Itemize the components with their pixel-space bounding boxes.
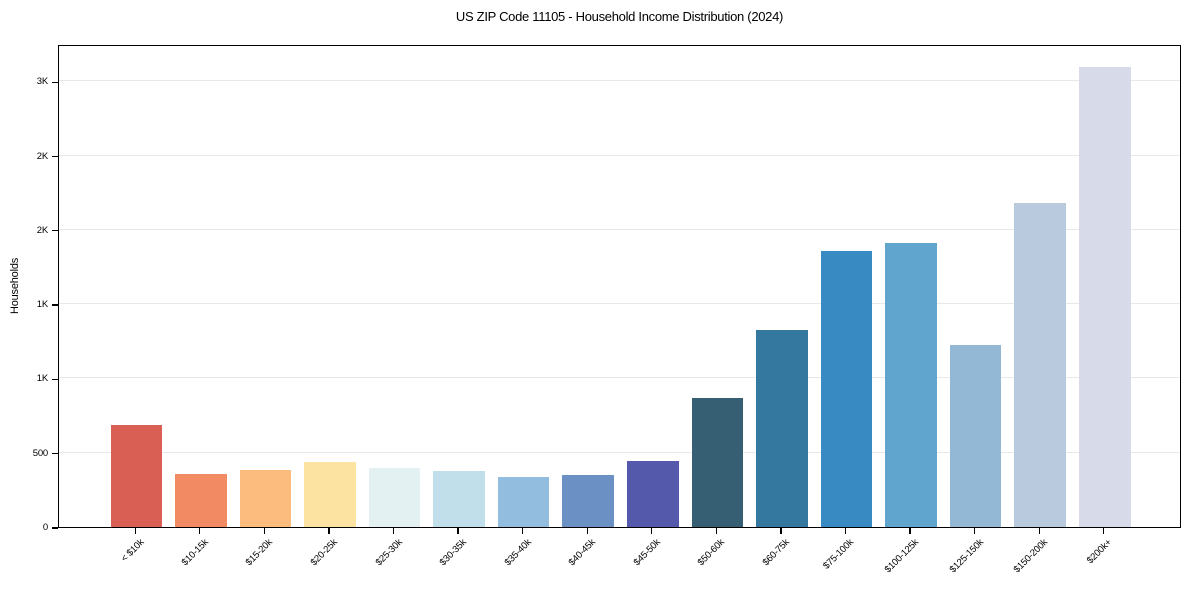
x-tick-mark xyxy=(522,528,524,534)
bar xyxy=(304,462,356,527)
bar xyxy=(885,243,937,527)
x-tick-mark xyxy=(392,528,395,534)
x-tick-mark xyxy=(780,528,782,534)
x-tick-label: $60-75k xyxy=(760,537,792,569)
x-tick-mark xyxy=(457,528,459,534)
gridline xyxy=(59,80,1180,82)
bar xyxy=(110,425,163,527)
gridline xyxy=(59,451,1180,453)
bar xyxy=(497,477,550,527)
x-tick-label: $75-100k xyxy=(821,537,857,572)
x-tick-label: $100-125k xyxy=(882,537,921,576)
x-tick-label: $40-45k xyxy=(566,537,598,569)
x-tick-mark xyxy=(263,528,266,534)
x-tick-mark xyxy=(199,528,201,534)
x-tick-label: $15-20k xyxy=(244,537,276,569)
bar xyxy=(175,473,227,527)
x-tick-mark xyxy=(651,528,653,534)
x-tick-label: $30-35k xyxy=(437,537,469,569)
x-tick-mark xyxy=(1103,528,1105,534)
bar xyxy=(368,468,421,527)
bar xyxy=(562,475,615,527)
x-tick-label: $10-15k xyxy=(179,537,211,569)
gridline xyxy=(59,303,1180,305)
bar xyxy=(433,471,485,527)
x-tick-label: $25-30k xyxy=(373,537,405,569)
x-tick-mark xyxy=(715,528,717,534)
x-tick-label: $45-50k xyxy=(631,537,663,569)
x-tick-mark xyxy=(1038,528,1040,534)
x-tick-label: $125-150k xyxy=(947,537,986,576)
y-tick-label: 1K xyxy=(36,373,48,385)
x-tick-label: < $10k xyxy=(118,537,147,565)
chart-title: US ZIP Code 11105 - Household Income Dis… xyxy=(455,9,784,24)
x-tick-mark xyxy=(909,528,911,534)
bar xyxy=(820,250,873,527)
x-tick-label: $50-60k xyxy=(696,537,728,569)
bar xyxy=(1078,67,1131,527)
y-tick-mark xyxy=(52,527,58,529)
plot-area xyxy=(58,45,1181,528)
gridline xyxy=(59,154,1180,156)
gridline xyxy=(59,228,1180,230)
x-tick-label: $35-40k xyxy=(502,537,534,569)
y-tick-label: 3K xyxy=(36,76,48,88)
bar xyxy=(239,469,292,527)
x-tick-label: $20-25k xyxy=(308,537,340,569)
x-tick-mark xyxy=(973,528,976,534)
x-tick-mark xyxy=(134,528,136,534)
bar xyxy=(627,460,679,527)
y-tick-label: 500 xyxy=(32,447,48,459)
bar xyxy=(756,330,808,527)
y-tick-mark xyxy=(52,81,58,83)
y-tick-label: 2K xyxy=(36,224,48,236)
y-tick-mark xyxy=(52,304,58,306)
y-tick-label: 0 xyxy=(42,522,48,533)
x-tick-mark xyxy=(328,528,330,534)
x-tick-mark xyxy=(844,528,847,534)
bar xyxy=(691,397,744,527)
y-tick-label: 2K xyxy=(36,150,48,162)
x-tick-label: $200k+ xyxy=(1085,537,1115,567)
y-tick-mark xyxy=(52,378,58,380)
bar xyxy=(1014,203,1066,527)
y-tick-mark xyxy=(52,230,58,232)
x-tick-label: $150-200k xyxy=(1011,537,1050,576)
x-tick-mark xyxy=(586,528,588,534)
y-tick-mark xyxy=(52,155,58,158)
y-tick-label: 1K xyxy=(36,299,48,311)
gridline xyxy=(59,377,1180,379)
y-tick-mark xyxy=(52,453,58,455)
bar xyxy=(949,344,1002,527)
